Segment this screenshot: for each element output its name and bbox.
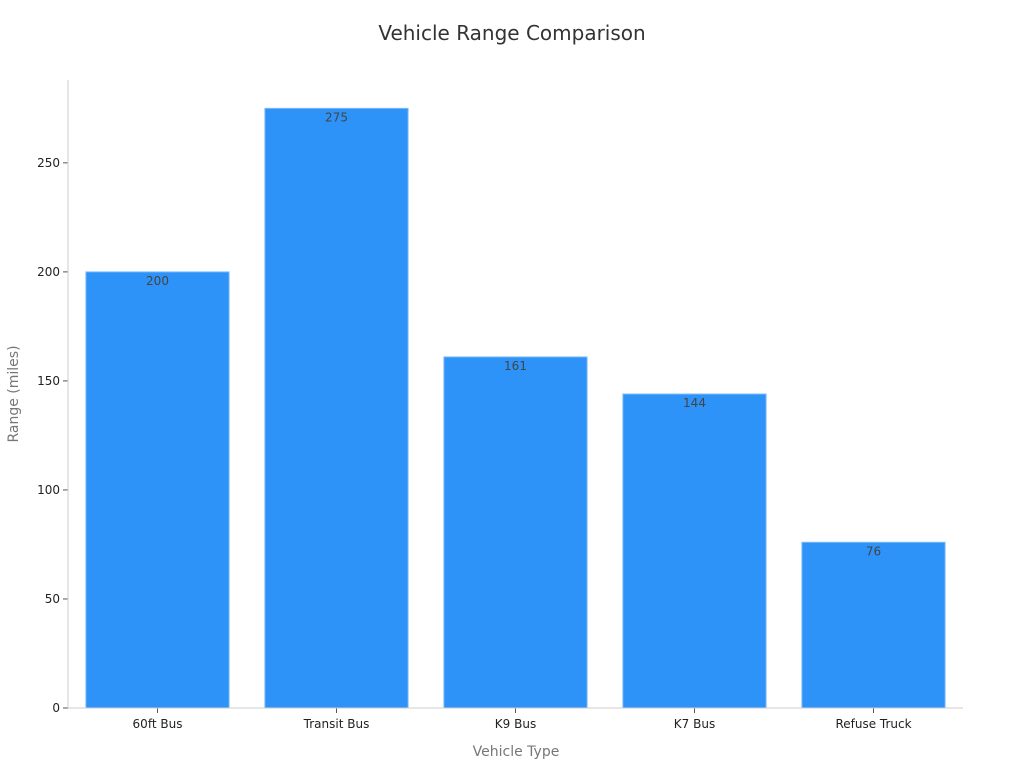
- bar-k7-bus: [622, 393, 767, 709]
- y-tick-label: 250: [37, 156, 60, 170]
- data-label: 275: [325, 110, 348, 124]
- data-label: 144: [683, 396, 706, 410]
- y-ticks-group: 0 50 100 150 200 250: [37, 156, 68, 715]
- x-ticks-group: 60ft Bus Transit Bus K9 Bus K7 Bus Refuse Tr…: [133, 708, 912, 731]
- y-tick-label: 200: [37, 265, 60, 279]
- bar-k9-bus: [443, 356, 588, 709]
- x-tick-label: 60ft Bus: [133, 717, 183, 731]
- x-tick-label: Transit Bus: [303, 717, 370, 731]
- y-axis-label: Range (miles): [6, 345, 22, 442]
- x-tick-label: K9 Bus: [495, 717, 536, 731]
- bars-group: 200 275 161 144 76: [85, 107, 946, 709]
- data-label: 200: [146, 274, 169, 288]
- data-label: 76: [866, 544, 881, 558]
- bar-refuse-truck: [801, 541, 946, 709]
- y-tick-label: 50: [45, 592, 60, 606]
- chart-title: Vehicle Range Comparison: [378, 21, 645, 45]
- y-tick-label: 150: [37, 374, 60, 388]
- bar-transit-bus: [264, 107, 409, 709]
- x-tick-label: K7 Bus: [674, 717, 715, 731]
- x-axis-label: Vehicle Type: [473, 744, 560, 760]
- x-tick-label: Refuse Truck: [835, 717, 911, 731]
- data-label: 161: [504, 359, 527, 373]
- y-tick-label: 100: [37, 483, 60, 497]
- y-tick-label: 0: [52, 701, 60, 715]
- bar-60ft-bus: [85, 271, 230, 709]
